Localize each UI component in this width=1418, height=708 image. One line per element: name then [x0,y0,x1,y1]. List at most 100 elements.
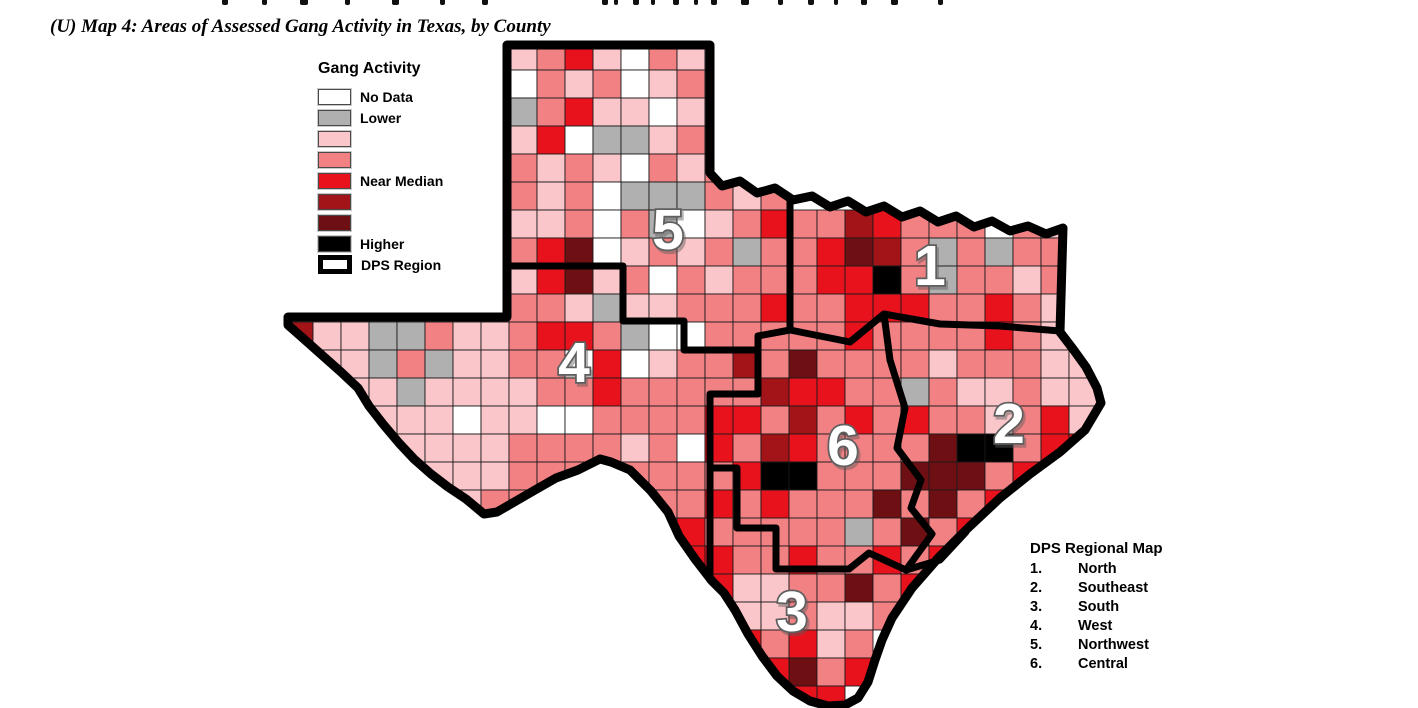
dps-region-key: DPS Regional Map 1. North 2. Southeast 3. Sou… [1030,540,1250,674]
county-cell [592,349,622,379]
dps-region-boundary [706,464,910,574]
region-key-name: South [1078,599,1120,615]
county-cell [396,321,426,351]
county-cell [956,293,986,323]
map-title: (U) Map 4: Areas of Assessed Gang Activi… [50,16,551,37]
county-cell [452,433,482,463]
county-cell [984,349,1014,379]
county-cell [564,293,594,323]
region-key-number: 2. [1030,580,1043,596]
county-cell [424,377,454,407]
county-cell [984,405,1014,435]
county-cell [816,209,846,239]
region-number-label: 3 [776,580,808,644]
county-cell [452,321,482,351]
truncated-text-line [0,0,1418,6]
county-cell [620,97,650,127]
dps-region-boundary [786,310,1064,346]
region-key-number: 6. [1030,656,1043,672]
county-cell [816,517,846,547]
region-key-number: 3. [1030,599,1043,615]
county-cell [620,153,650,183]
county-cell [536,237,566,267]
county-cell [424,433,454,463]
region-key-title: DPS Regional Map [1030,540,1163,557]
county-cell [648,97,678,127]
legend-item-label: No Data [360,88,413,105]
county-cell [508,125,538,155]
county-cell [956,237,986,267]
county-cell [760,573,790,603]
legend-swatch [318,130,351,147]
region-number-label: 6 [827,414,859,478]
county-cell [620,377,650,407]
county-cell [536,405,566,435]
text-fragment [633,0,639,5]
county-cell [788,349,818,379]
county-cell [508,209,538,239]
text-fragment [482,0,488,5]
county-cell [648,405,678,435]
region-key-number: 1. [1030,561,1043,577]
county-cell [788,433,818,463]
county-cell [676,293,706,323]
text-fragment [300,0,308,5]
county-cell [592,237,622,267]
county-cell [648,69,678,99]
county-cell [592,293,622,323]
legend-items: No Data Lower Near Median Higher DPS Region [318,88,508,274]
county-cell [760,349,790,379]
legend-item-label: Lower [360,109,402,126]
legend-swatch [318,214,351,231]
county-cell [648,293,678,323]
county-cell [956,377,986,407]
county-cell [732,545,762,575]
county-cell [592,97,622,127]
text-fragment [861,0,867,5]
county-cell [872,405,902,435]
legend-title: Gang Activity [318,60,421,77]
legend-swatch [318,235,351,252]
county-cell [872,265,902,295]
county-cell [508,321,538,351]
county-cell [788,461,818,491]
county-cell [508,349,538,379]
county-cell [508,433,538,463]
region-key-entry: 5. Northwest [1030,636,1250,655]
county-cell [452,349,482,379]
county-cell [732,209,762,239]
county-cell [508,153,538,183]
county-cell [1012,293,1042,323]
county-cell [368,377,398,407]
county-cell [900,321,930,351]
county-cell [956,349,986,379]
county-cell [676,405,706,435]
region-key-entry: 6. Central [1030,655,1250,674]
county-cell [788,517,818,547]
county-cell [676,69,706,99]
county-cell [564,209,594,239]
county-cell [648,349,678,379]
county-cell [508,377,538,407]
region-key-name: North [1078,561,1117,577]
county-cell [648,265,678,295]
county-cell [508,69,538,99]
county-cell [676,153,706,183]
county-cell [928,489,958,519]
county-cell [536,293,566,323]
county-cell [508,97,538,127]
county-cell [816,461,846,491]
county-cell [592,517,622,547]
county-cell [928,433,958,463]
county-cell [340,321,370,351]
county-cell [984,377,1014,407]
region-number-label: 4 [558,331,590,395]
county-cell [592,69,622,99]
county-cell [424,321,454,351]
county-cell [480,321,510,351]
county-cell [816,293,846,323]
county-cell [788,629,818,659]
county-cell [732,405,762,435]
legend-item [318,151,508,168]
county-cell [816,629,846,659]
